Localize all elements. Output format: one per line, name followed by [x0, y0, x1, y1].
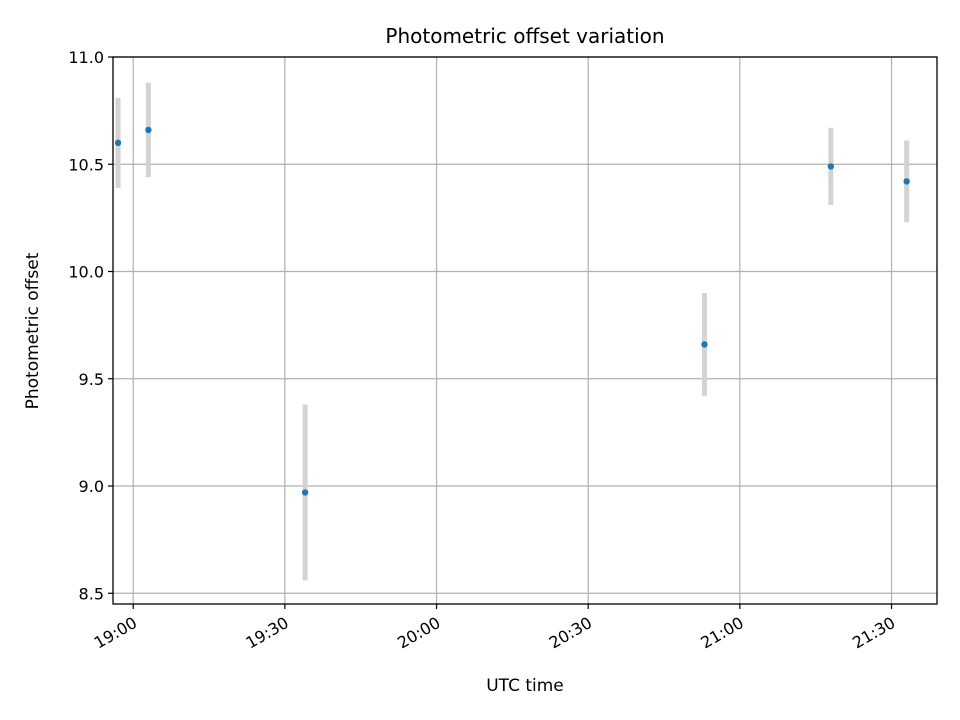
- data-point: [701, 341, 708, 348]
- x-tick-label: 19:00: [91, 613, 140, 653]
- grid: [113, 56, 937, 604]
- y-tick-label: 9.5: [79, 370, 104, 389]
- y-tick-label: 10.5: [68, 155, 104, 174]
- x-tick-label: 21:00: [697, 613, 746, 653]
- y-axis-label: Photometric offset: [23, 252, 43, 409]
- x-axis-label: UTC time: [486, 676, 564, 696]
- data-point: [301, 489, 309, 496]
- x-tick-label: 20:00: [394, 613, 443, 653]
- y-tick-label: 9.0: [79, 477, 104, 496]
- y-tick-label: 11.0: [68, 48, 104, 67]
- data-point: [145, 126, 152, 134]
- plot-frame: [112, 56, 938, 605]
- data-point: [114, 139, 122, 147]
- data-point: [903, 178, 910, 185]
- data-point: [827, 163, 835, 170]
- chart-title: Photometric offset variation: [385, 24, 664, 48]
- data-points: [114, 126, 910, 496]
- x-tick-label: 20:30: [546, 613, 595, 653]
- y-axis-ticks: 8.5 9.0 9.5 10.0 10.5 11.0: [68, 48, 113, 603]
- x-tick-label: 21:30: [849, 613, 898, 653]
- y-tick-label: 8.5: [79, 584, 104, 603]
- x-tick-label: 19:30: [242, 613, 291, 653]
- x-axis-ticks: 19:00 19:30 20:00 20:30 21:00 21:30: [91, 604, 899, 653]
- error-bars: [115, 82, 910, 581]
- y-tick-label: 10.0: [68, 263, 104, 282]
